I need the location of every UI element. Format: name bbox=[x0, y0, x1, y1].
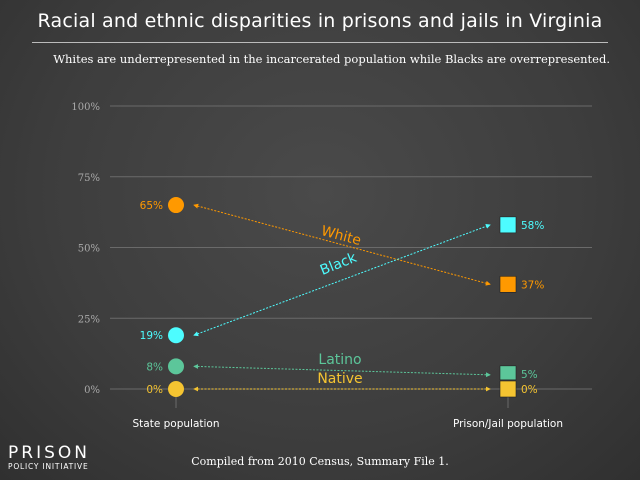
series-label-native: Native bbox=[317, 371, 362, 387]
point-prison-black bbox=[499, 216, 517, 234]
point-prison-white bbox=[499, 275, 517, 293]
point-prison-latino bbox=[499, 365, 517, 381]
logo-line2: POLICY INITIATIVE bbox=[8, 462, 89, 471]
y-tick-label: 0% bbox=[84, 385, 100, 396]
point-state-white bbox=[168, 197, 184, 214]
series-label-white: White bbox=[319, 223, 362, 249]
label-prison-black: 58% bbox=[521, 220, 544, 232]
series-label-latino: Latino bbox=[318, 352, 361, 368]
y-tick-label: 50% bbox=[78, 244, 100, 255]
y-tick-label: 100% bbox=[71, 102, 100, 113]
prison-policy-initiative-logo: PRISON POLICY INITIATIVE bbox=[8, 443, 90, 472]
x-tick-label: Prison/Jail population bbox=[453, 418, 563, 430]
point-state-native bbox=[168, 381, 184, 397]
label-prison-native: 0% bbox=[521, 384, 538, 396]
connector-latino bbox=[193, 363, 491, 378]
title-divider bbox=[32, 42, 608, 43]
label-state-black: 19% bbox=[140, 330, 163, 342]
label-state-white: 65% bbox=[140, 200, 163, 212]
label-prison-white: 37% bbox=[521, 279, 544, 291]
source-note: Compiled from 2010 Census, Summary File … bbox=[191, 455, 449, 468]
label-prison-latino: 5% bbox=[521, 369, 538, 381]
chart-subtitle: Whites are underrepresented in the incar… bbox=[53, 52, 610, 66]
chart-title: Racial and ethnic disparities in prisons… bbox=[37, 10, 603, 32]
point-prison-native bbox=[499, 380, 517, 398]
label-state-latino: 8% bbox=[146, 361, 163, 373]
connector-black bbox=[193, 223, 491, 337]
logo-line1: PRISON bbox=[8, 443, 90, 463]
point-state-black bbox=[168, 327, 184, 344]
series-label-black: Black bbox=[318, 249, 360, 278]
x-tick-label: State population bbox=[132, 418, 219, 430]
point-state-latino bbox=[168, 358, 184, 375]
y-tick-label: 75% bbox=[78, 173, 100, 184]
label-state-native: 0% bbox=[146, 384, 163, 396]
y-tick-label: 25% bbox=[78, 314, 100, 325]
